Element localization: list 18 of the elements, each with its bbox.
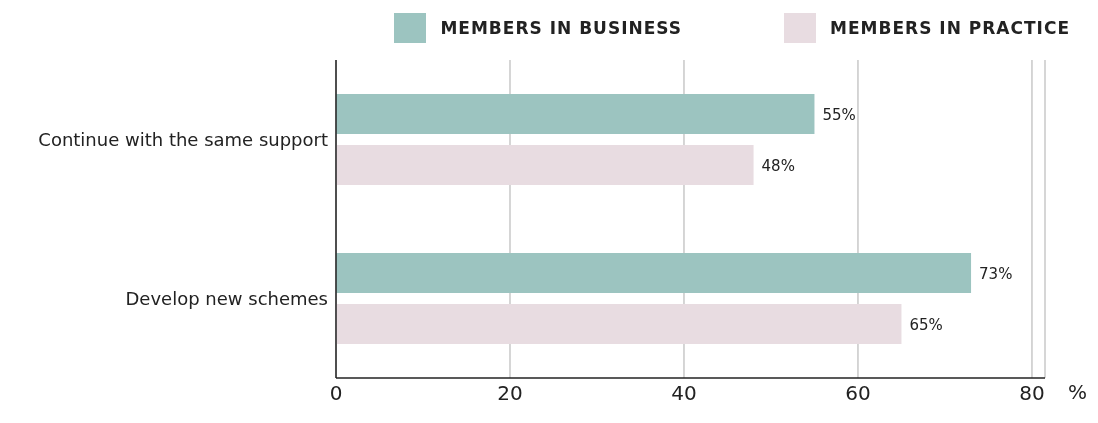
y-tick-label: Continue with the same support (38, 128, 328, 150)
data-label: 73% (979, 265, 1013, 283)
x-tick-label: 60 (845, 381, 871, 406)
bar (336, 94, 815, 134)
x-tick-label: 0 (329, 381, 343, 406)
data-label: 55% (822, 106, 856, 124)
bar (336, 304, 902, 344)
bar (336, 145, 754, 185)
data-label: 48% (761, 157, 795, 175)
legend-label: MEMBERS IN BUSINESS (440, 18, 683, 38)
legend-label: MEMBERS IN PRACTICE (830, 18, 1070, 38)
x-tick-label: 80 (1019, 381, 1045, 406)
x-axis-title: % (1067, 380, 1087, 404)
data-label: 65% (909, 316, 943, 334)
bar (336, 253, 972, 293)
y-tick-label: Develop new schemes (125, 287, 328, 309)
x-tick-label: 20 (497, 381, 523, 406)
x-tick-label: 40 (671, 381, 697, 406)
